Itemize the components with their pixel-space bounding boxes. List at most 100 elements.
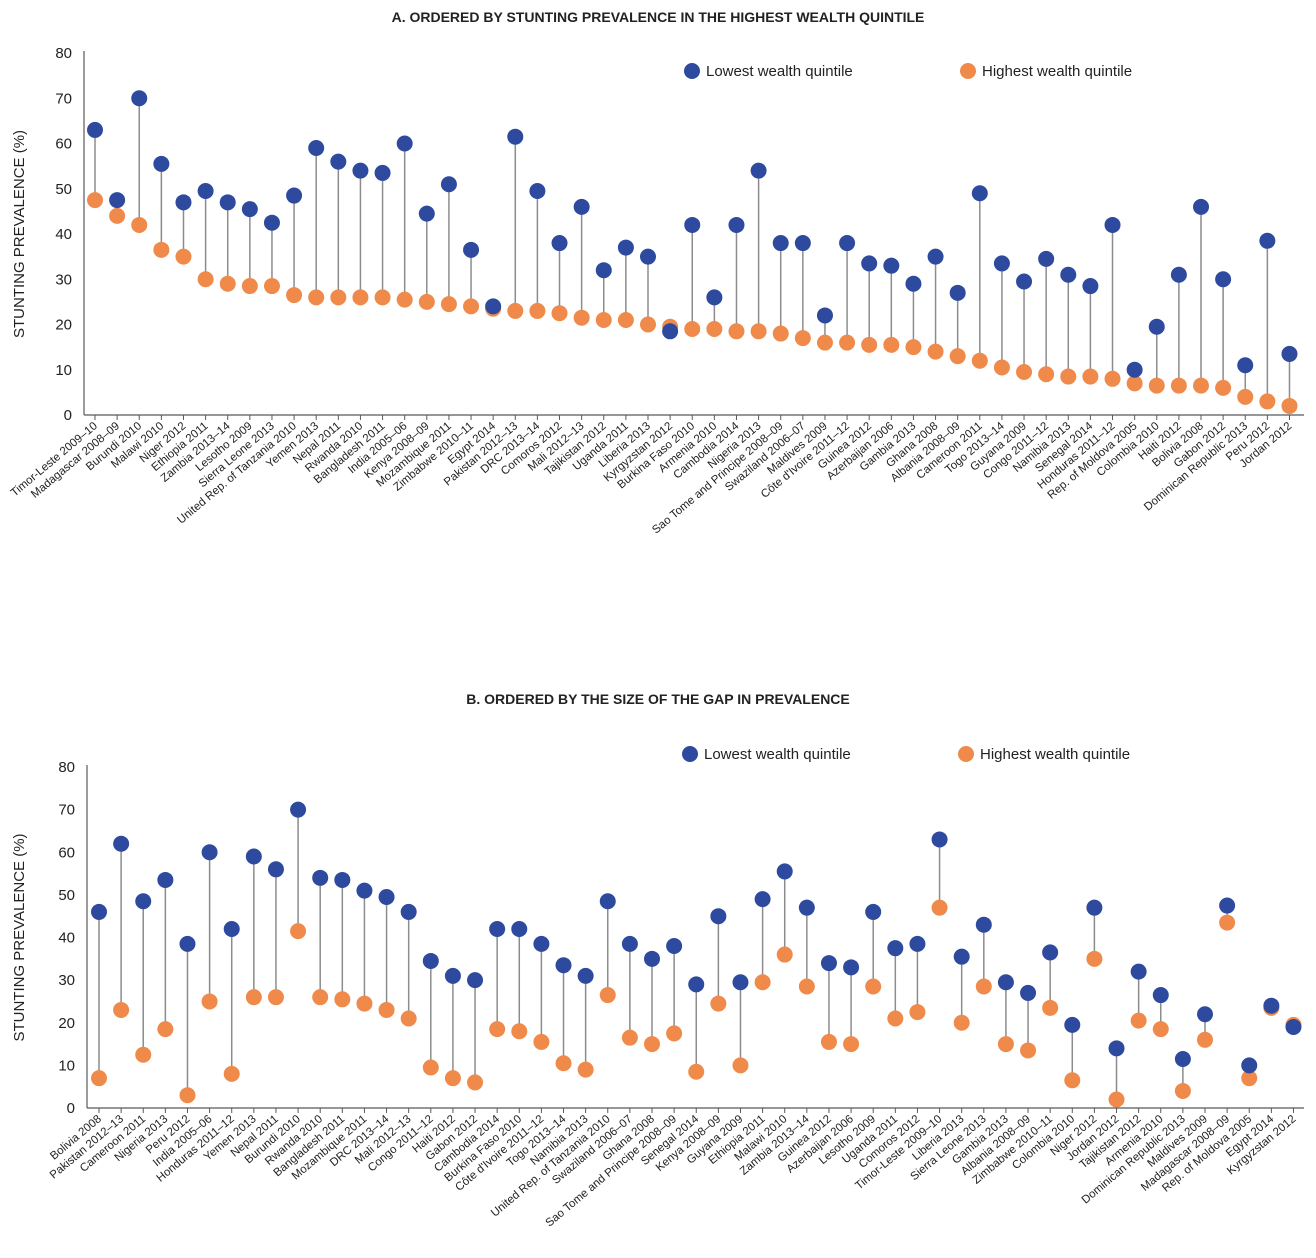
lowest-quintile-point	[356, 882, 373, 899]
highest-quintile-point	[440, 296, 457, 313]
lowest-quintile-point	[219, 194, 236, 211]
lowest-quintile-point	[263, 214, 280, 231]
lowest-quintile-point	[507, 128, 524, 145]
highest-quintile-point	[179, 1087, 196, 1104]
highest-quintile-point	[1130, 1012, 1147, 1029]
lowest-quintile-point	[728, 216, 745, 233]
highest-quintile-point	[820, 1033, 837, 1050]
highest-quintile-point	[1152, 1021, 1169, 1038]
lowest-quintile-point	[1148, 318, 1165, 335]
lowest-quintile-point	[883, 257, 900, 274]
lowest-quintile-point	[485, 298, 502, 315]
highest-quintile-point	[175, 248, 192, 265]
highest-quintile-point	[135, 1046, 152, 1063]
highest-quintile-point	[267, 989, 284, 1006]
highest-quintile-point	[330, 289, 347, 306]
lowest-quintile-point	[374, 164, 391, 181]
highest-quintile-point	[1104, 370, 1121, 387]
lowest-quintile-point	[595, 262, 612, 279]
highest-quintile-point	[334, 991, 351, 1008]
highest-quintile-point	[905, 339, 922, 356]
lowest-quintile-point	[1219, 897, 1236, 914]
highest-quintile-point	[1064, 1072, 1081, 1089]
lowest-quintile-point	[396, 135, 413, 152]
highest-quintile-point	[290, 923, 307, 940]
lowest-quintile-point	[684, 216, 701, 233]
highest-quintile-point	[644, 1036, 660, 1053]
highest-quintile-point	[113, 1001, 130, 1018]
highest-quintile-point	[197, 271, 214, 288]
lowest-quintile-point	[750, 162, 767, 179]
highest-quintile-point	[883, 336, 900, 353]
lowest-quintile-point	[599, 893, 616, 910]
highest-quintile-point	[533, 1033, 550, 1050]
lowest-quintile-point	[887, 940, 904, 957]
highest-quintile-point	[396, 291, 413, 308]
lowest-quintile-point	[1174, 1050, 1191, 1067]
lowest-quintile-point	[953, 948, 970, 965]
lowest-quintile-point	[444, 967, 461, 984]
highest-quintile-point	[219, 275, 236, 292]
lowest-quintile-point	[662, 323, 679, 340]
lowest-quintile-point	[1086, 899, 1103, 916]
lowest-quintile-point	[997, 974, 1014, 991]
lowest-quintile-point	[754, 891, 771, 908]
lowest-quintile-point	[710, 908, 727, 925]
highest-quintile-point	[551, 305, 568, 322]
lowest-quintile-point	[109, 192, 126, 209]
lowest-quintile-point	[489, 920, 506, 937]
lowest-quintile-point	[87, 121, 103, 138]
lowest-quintile-point	[931, 831, 948, 848]
y-tick-label: 60	[55, 136, 72, 153]
lowest-quintile-point	[1193, 198, 1209, 215]
lowest-quintile-point	[286, 187, 303, 204]
highest-quintile-point	[798, 978, 815, 995]
lowest-quintile-point	[352, 162, 369, 179]
highest-quintile-point	[153, 241, 170, 258]
highest-quintile-point	[1237, 388, 1254, 405]
lowest-quintile-point	[1126, 361, 1143, 378]
lowest-quintile-point	[113, 835, 130, 852]
x-tick-label: Timor-Leste 2009–10	[9, 420, 100, 499]
highest-quintile-point	[1020, 1042, 1037, 1059]
y-tick-label: 10	[55, 362, 72, 379]
legend-highest-marker	[958, 746, 974, 762]
chart-title: B. ORDERED BY THE SIZE OF THE GAP IN PRE…	[466, 691, 850, 707]
legend-lowest-label: Lowest wealth quintile	[706, 63, 853, 80]
highest-quintile-point	[1086, 950, 1103, 967]
highest-quintile-point	[418, 293, 435, 310]
highest-quintile-point	[87, 192, 103, 209]
lowest-quintile-point	[772, 235, 789, 252]
highest-quintile-point	[352, 289, 369, 306]
lowest-quintile-point	[400, 903, 417, 920]
y-tick-label: 0	[67, 1100, 75, 1117]
lowest-quintile-point	[378, 889, 395, 906]
highest-quintile-point	[732, 1057, 749, 1074]
y-tick-label: 50	[58, 887, 75, 904]
highest-quintile-point	[263, 278, 280, 295]
highest-quintile-point	[109, 207, 126, 224]
highest-quintile-point	[201, 993, 218, 1010]
highest-quintile-point	[861, 336, 878, 353]
lowest-quintile-point	[1130, 963, 1147, 980]
lowest-quintile-point	[865, 903, 882, 920]
highest-quintile-point	[750, 323, 767, 340]
lowest-quintile-point	[798, 899, 815, 916]
lowest-quintile-point	[993, 255, 1010, 272]
lowest-quintile-point	[1285, 1019, 1302, 1036]
highest-quintile-point	[1042, 999, 1059, 1016]
highest-quintile-point	[555, 1055, 572, 1072]
lowest-quintile-point	[555, 957, 572, 974]
lowest-quintile-point	[157, 871, 174, 888]
lowest-quintile-point	[1241, 1057, 1258, 1074]
legend-lowest-marker	[684, 63, 700, 79]
highest-quintile-point	[843, 1036, 860, 1053]
highest-quintile-point	[444, 1070, 461, 1087]
highest-quintile-point	[131, 216, 148, 233]
lowest-quintile-point	[267, 861, 284, 878]
highest-quintile-point	[772, 325, 789, 342]
chart-title: A. ORDERED BY STUNTING PREVALENCE IN THE…	[392, 9, 925, 25]
y-tick-label: 60	[58, 844, 75, 861]
legend-highest-marker	[960, 63, 976, 79]
